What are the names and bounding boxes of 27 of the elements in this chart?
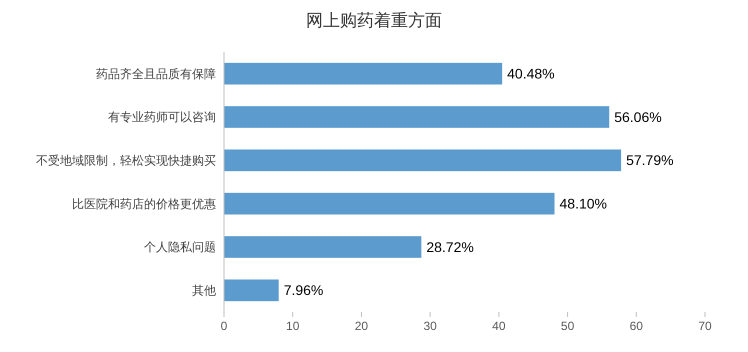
data-label: 57.79% bbox=[626, 152, 674, 168]
x-tick-label: 10 bbox=[286, 319, 300, 333]
x-tick-label: 20 bbox=[354, 319, 368, 333]
data-label: 28.72% bbox=[426, 238, 474, 255]
bar bbox=[224, 192, 555, 214]
y-tick-label: 不受地域限制，轻松实现快捷购买 bbox=[36, 154, 216, 168]
bar bbox=[224, 236, 422, 258]
x-tick-label: 30 bbox=[423, 319, 438, 333]
y-tick-label: 有专业药师可以咨询 bbox=[108, 110, 216, 124]
x-tick-label: 40 bbox=[492, 319, 506, 333]
data-label: 7.96% bbox=[284, 282, 324, 298]
x-tick-label: 70 bbox=[698, 319, 712, 333]
bar bbox=[224, 280, 279, 302]
x-tick-label: 0 bbox=[220, 319, 228, 333]
y-tick-label: 药品齐全且品质有保障 bbox=[96, 66, 216, 81]
bar bbox=[224, 62, 502, 84]
data-label: 48.10% bbox=[560, 196, 607, 212]
bar bbox=[224, 150, 622, 172]
bar bbox=[224, 106, 610, 128]
y-tick-label: 个人隐私问题 bbox=[144, 240, 216, 254]
x-tick-label: 60 bbox=[630, 319, 644, 333]
x-tick-label: 50 bbox=[560, 319, 575, 333]
data-label: 56.06% bbox=[614, 108, 662, 125]
chart-title: 网上购药着重方面 bbox=[306, 11, 442, 30]
y-tick-label: 比医院和药店的价格更优惠 bbox=[72, 196, 216, 211]
data-label: 40.48% bbox=[507, 66, 555, 82]
y-tick-label: 其他 bbox=[192, 284, 216, 298]
